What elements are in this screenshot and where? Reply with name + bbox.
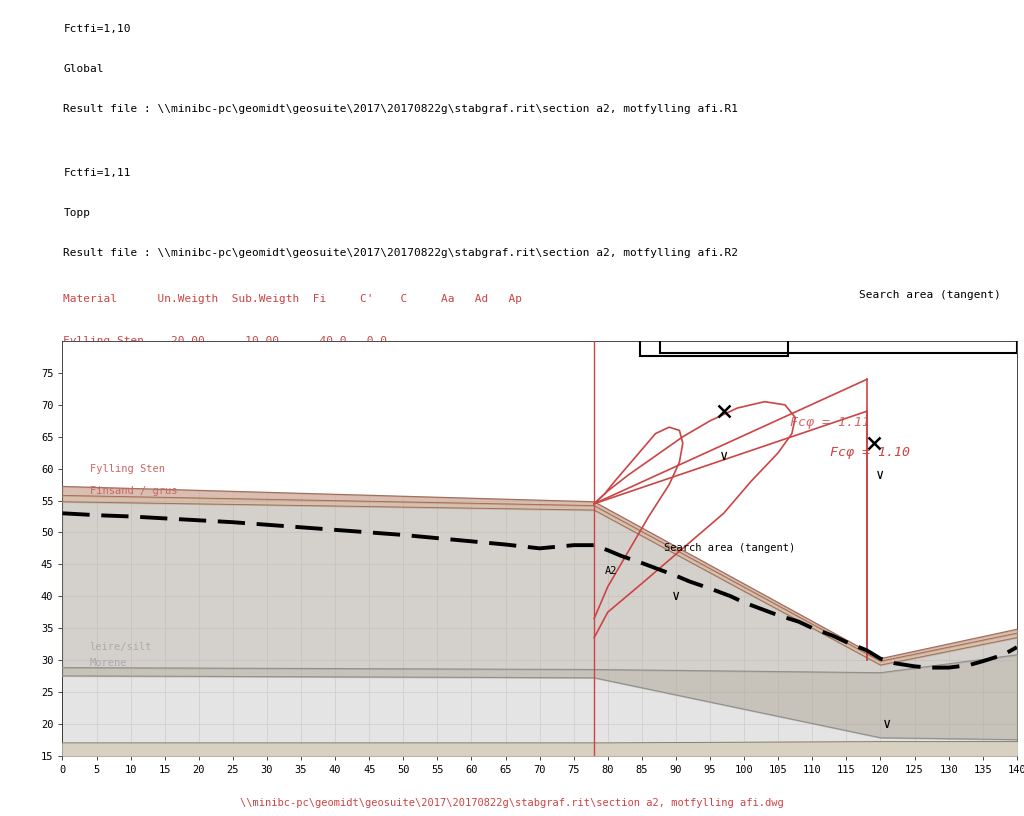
- Text: Morene         20.00      10.00      42.0   0.0: Morene 20.00 10.00 42.0 0.0: [63, 455, 387, 466]
- Text: Fctfi=1,10: Fctfi=1,10: [63, 24, 131, 34]
- Text: Morene: Morene: [90, 659, 127, 668]
- Text: Topp: Topp: [63, 208, 90, 218]
- Text: Fylling Sten    20.00      10.00      40.0   0.0: Fylling Sten 20.00 10.00 40.0 0.0: [63, 336, 387, 346]
- Text: Result file : \\minibc-pc\geomidt\geosuite\2017\20170822g\stabgraf.rit\section a: Result file : \\minibc-pc\geomidt\geosui…: [63, 104, 738, 114]
- Text: ∨: ∨: [720, 449, 728, 463]
- Text: ∨: ∨: [883, 716, 892, 731]
- Text: Search area (tangent): Search area (tangent): [664, 543, 796, 553]
- Text: Material      Un.Weigth  Sub.Weigth  Fi     C'    C     Aa   Ad   Ap: Material Un.Weigth Sub.Weigth Fi C' C Aa…: [63, 295, 522, 304]
- Text: \\minibc-pc\geomidt\geosuite\2017\20170822g\stabgraf.rit\section a2, motfylling : \\minibc-pc\geomidt\geosuite\2017\201708…: [240, 798, 784, 808]
- Text: Fctfi=1,11: Fctfi=1,11: [63, 168, 131, 178]
- Text: Fcφ = 1.10: Fcφ = 1.10: [830, 446, 910, 459]
- Text: Fcφ = 1.11: Fcφ = 1.11: [790, 416, 870, 429]
- Bar: [660, 127, 1017, 353]
- Text: Global: Global: [63, 64, 104, 74]
- Text: Finsand / grus 20.00      10.00      33.0   3.2: Finsand / grus 20.00 10.00 33.0 3.2: [63, 376, 381, 386]
- Text: leire/silt: leire/silt: [90, 642, 153, 652]
- Text: leire/silt      20.00      10.00      30.0   5.7: leire/silt 20.00 10.00 30.0 5.7: [63, 416, 387, 426]
- Text: Finsand / grus: Finsand / grus: [90, 486, 177, 496]
- Text: ∨: ∨: [672, 589, 680, 603]
- Polygon shape: [62, 341, 1017, 659]
- Text: ∨: ∨: [877, 468, 885, 482]
- Text: Search area (tangent): Search area (tangent): [859, 290, 1000, 299]
- Text: Result file : \\minibc-pc\geomidt\geosuite\2017\20170822g\stabgraf.rit\section a: Result file : \\minibc-pc\geomidt\geosui…: [63, 247, 738, 258]
- Bar: [640, 166, 788, 356]
- Text: A2: A2: [604, 565, 616, 576]
- Text: Fylling Sten: Fylling Sten: [90, 463, 165, 474]
